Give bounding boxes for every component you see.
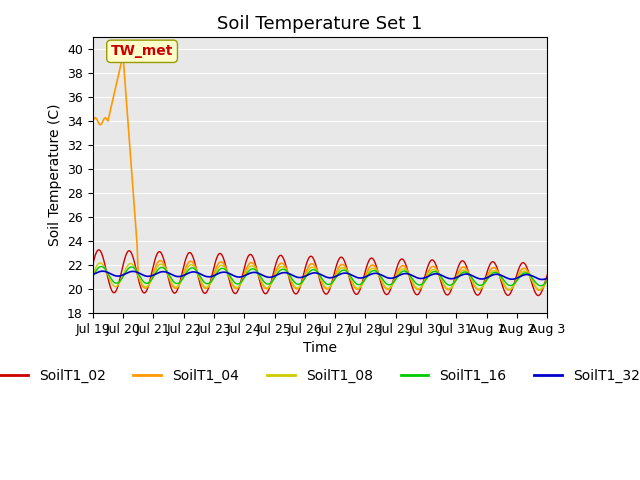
SoilT1_08 bbox=[536, 287, 543, 292]
SoilT1_04 bbox=[119, 54, 127, 60]
SoilT1_04 bbox=[146, 280, 154, 286]
SoilT1_02 bbox=[543, 272, 551, 277]
SoilT1_32 bbox=[248, 270, 256, 276]
SoilT1_04 bbox=[241, 270, 248, 276]
SoilT1_32 bbox=[146, 273, 154, 279]
SoilT1_04 bbox=[520, 265, 527, 271]
SoilT1_04 bbox=[536, 288, 543, 293]
SoilT1_02 bbox=[89, 262, 97, 268]
Y-axis label: Soil Temperature (C): Soil Temperature (C) bbox=[47, 104, 61, 246]
SoilT1_02 bbox=[226, 278, 234, 284]
SoilT1_16 bbox=[241, 274, 248, 280]
Line: SoilT1_32: SoilT1_32 bbox=[93, 271, 547, 279]
SoilT1_32 bbox=[241, 273, 248, 278]
Text: TW_met: TW_met bbox=[111, 44, 173, 58]
SoilT1_08 bbox=[146, 280, 154, 286]
SoilT1_08 bbox=[97, 260, 104, 266]
SoilT1_08 bbox=[543, 278, 551, 284]
SoilT1_32 bbox=[226, 271, 234, 276]
SoilT1_08 bbox=[241, 273, 248, 278]
Line: SoilT1_02: SoilT1_02 bbox=[93, 250, 547, 296]
SoilT1_16 bbox=[543, 278, 551, 284]
SoilT1_08 bbox=[248, 263, 256, 269]
X-axis label: Time: Time bbox=[303, 341, 337, 355]
SoilT1_16 bbox=[289, 277, 296, 283]
SoilT1_02 bbox=[241, 264, 248, 269]
Title: Soil Temperature Set 1: Soil Temperature Set 1 bbox=[218, 15, 422, 33]
SoilT1_02 bbox=[534, 293, 542, 299]
SoilT1_16 bbox=[520, 271, 527, 276]
SoilT1_02 bbox=[520, 260, 527, 265]
SoilT1_32 bbox=[99, 268, 107, 274]
SoilT1_16 bbox=[89, 274, 97, 279]
SoilT1_32 bbox=[543, 276, 551, 281]
Line: SoilT1_08: SoilT1_08 bbox=[93, 263, 547, 289]
Line: SoilT1_04: SoilT1_04 bbox=[93, 57, 547, 290]
SoilT1_08 bbox=[289, 281, 296, 287]
SoilT1_04 bbox=[248, 260, 256, 265]
Legend: SoilT1_02, SoilT1_04, SoilT1_08, SoilT1_16, SoilT1_32: SoilT1_02, SoilT1_04, SoilT1_08, SoilT1_… bbox=[0, 363, 640, 389]
SoilT1_02 bbox=[95, 247, 103, 252]
SoilT1_04 bbox=[226, 275, 234, 280]
SoilT1_04 bbox=[89, 119, 97, 124]
SoilT1_32 bbox=[89, 272, 97, 277]
SoilT1_04 bbox=[543, 276, 551, 281]
SoilT1_02 bbox=[289, 288, 296, 293]
SoilT1_08 bbox=[226, 275, 234, 280]
SoilT1_04 bbox=[289, 282, 296, 288]
Line: SoilT1_16: SoilT1_16 bbox=[93, 266, 547, 286]
SoilT1_32 bbox=[520, 272, 527, 278]
SoilT1_02 bbox=[146, 278, 154, 284]
SoilT1_32 bbox=[289, 273, 296, 278]
SoilT1_02 bbox=[248, 253, 256, 259]
SoilT1_16 bbox=[146, 279, 154, 285]
SoilT1_16 bbox=[537, 283, 545, 288]
SoilT1_16 bbox=[226, 272, 234, 278]
SoilT1_08 bbox=[520, 269, 527, 275]
SoilT1_16 bbox=[98, 264, 106, 269]
SoilT1_32 bbox=[538, 276, 546, 282]
SoilT1_16 bbox=[248, 266, 256, 272]
SoilT1_08 bbox=[89, 272, 97, 277]
